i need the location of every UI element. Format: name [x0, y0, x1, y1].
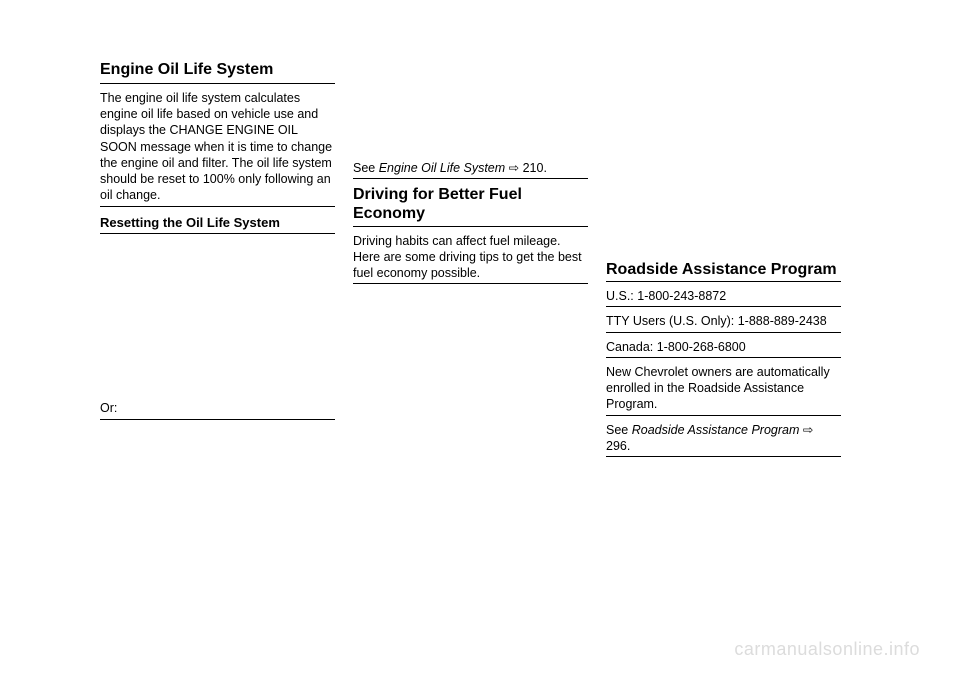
see-ref-text-2: Roadside Assistance Program	[632, 423, 803, 437]
text-or: Or:	[100, 400, 335, 419]
heading-engine-oil: Engine Oil Life System	[100, 60, 335, 84]
see-page-ref: ⇨ 210.	[509, 161, 547, 175]
spacer-1	[100, 240, 335, 400]
see-engine-oil-ref: See Engine Oil Life System ⇨ 210.	[353, 160, 588, 179]
see-prefix: See	[353, 161, 379, 175]
see-ref-text: Engine Oil Life System	[379, 161, 509, 175]
heading-roadside: Roadside Assistance Program	[606, 260, 841, 282]
roadside-canada-phone: Canada: 1-800-268-6800	[606, 339, 841, 358]
roadside-tty-phone: TTY Users (U.S. Only): 1-888-889-2438	[606, 313, 841, 332]
page-container: Engine Oil Life System The engine oil li…	[0, 0, 960, 483]
subheading-resetting: Resetting the Oil Life System	[100, 215, 335, 235]
roadside-us-phone: U.S.: 1-800-243-8872	[606, 288, 841, 307]
column-2: See Engine Oil Life System ⇨ 210. Drivin…	[353, 60, 588, 463]
heading-fuel-economy: Driving for Better Fuel Economy	[353, 185, 588, 226]
para-engine-oil-desc: The engine oil life system calculates en…	[100, 90, 335, 207]
spacer-2	[353, 60, 588, 160]
column-3: Roadside Assistance Program U.S.: 1-800-…	[606, 60, 841, 463]
column-1: Engine Oil Life System The engine oil li…	[100, 60, 335, 463]
see-prefix-2: See	[606, 423, 632, 437]
roadside-enroll-note: New Chevrolet owners are automatically e…	[606, 364, 841, 416]
para-fuel-economy: Driving habits can affect fuel mileage. …	[353, 233, 588, 285]
see-roadside-ref: See Roadside Assistance Program ⇨ 296.	[606, 422, 841, 458]
watermark-text: carmanualsonline.info	[734, 639, 920, 660]
spacer-3	[606, 60, 841, 260]
